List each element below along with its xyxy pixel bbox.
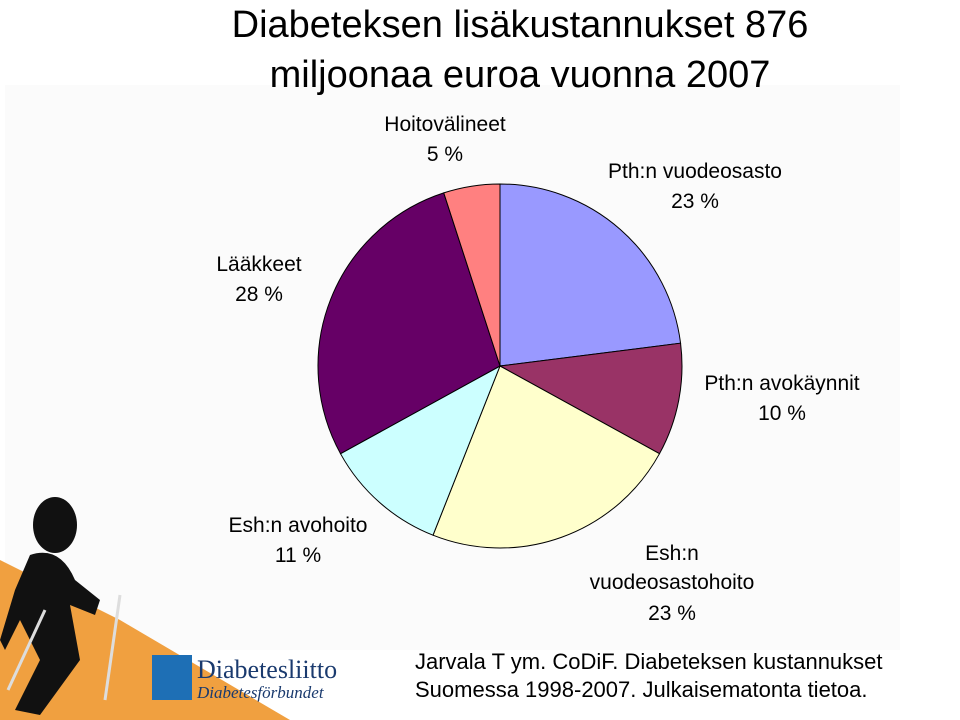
logo-name: Diabetesliitto xyxy=(197,655,337,684)
pie-slice xyxy=(317,192,501,455)
source-note: Jarvala T ym. CoDiF. Diabeteksen kustann… xyxy=(415,649,883,702)
slice-label: Esh:n avohoito xyxy=(229,514,368,537)
slice-value-label: 11 % xyxy=(275,544,321,567)
slice-label: Pth:n vuodeosasto xyxy=(608,160,782,183)
slice-label: Pth:n avokäynnit xyxy=(704,372,859,395)
slice-value-label: 23 % xyxy=(671,190,719,213)
slice-label: Hoitovälineet xyxy=(384,113,506,136)
slice-label: Lääkkeet xyxy=(216,253,301,276)
pie-slice xyxy=(432,365,661,549)
walker-figure xyxy=(0,497,290,720)
logo-subname: Diabetesförbundet xyxy=(196,683,325,702)
pie-slice xyxy=(339,364,501,536)
slice-label: Esh:n vuodeosastohoito xyxy=(590,542,755,594)
slice-label-line: Esh:n xyxy=(645,542,699,565)
slice-value-label: 5 % xyxy=(427,143,463,166)
slice-label-line: vuodeosastohoito xyxy=(590,571,755,594)
title: Diabeteksen lisäkustannukset 876 miljoon… xyxy=(231,4,809,96)
slice-value-label: 23 % xyxy=(648,602,696,625)
pie-slice xyxy=(498,342,683,455)
pie-slice xyxy=(443,183,501,367)
slice-value-label: 10 % xyxy=(758,402,806,425)
logo: Diabetesliitto Diabetesförbundet xyxy=(152,655,337,702)
slice-value-label: 28 % xyxy=(235,283,283,306)
pie-slice xyxy=(499,183,682,367)
